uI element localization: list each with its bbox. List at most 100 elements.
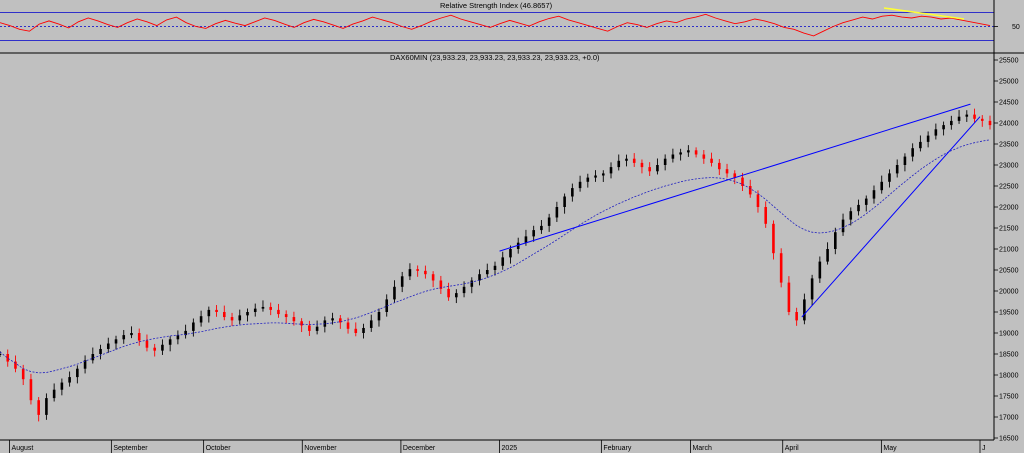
candle-body — [663, 158, 667, 165]
candle-body — [37, 400, 40, 415]
candle-body — [168, 339, 172, 345]
candle-body — [300, 321, 303, 326]
candle-body — [215, 309, 218, 312]
candle-body — [76, 368, 79, 378]
candle-body — [895, 165, 899, 174]
price-tick-label: 21500 — [999, 226, 1019, 233]
price-tick-label: 24000 — [999, 121, 1019, 128]
candle-body — [911, 148, 914, 157]
candle-body — [439, 280, 443, 289]
candle-body — [547, 217, 551, 226]
candle-body — [416, 269, 419, 271]
candle-body — [787, 282, 791, 312]
candle-body — [21, 368, 25, 380]
time-tick-label: 2025 — [502, 445, 518, 452]
candle-body — [671, 154, 675, 159]
time-tick-label: May — [883, 445, 897, 452]
candle-body — [45, 398, 48, 415]
candle-body — [230, 317, 234, 321]
candle-body — [934, 129, 938, 136]
candle-body — [555, 207, 559, 218]
candle-body — [6, 354, 10, 362]
price-tick-label: 17500 — [999, 394, 1019, 401]
candle-body — [733, 173, 737, 178]
candle-body — [130, 333, 133, 336]
candle-body — [284, 314, 288, 318]
price-tick-label: 23000 — [999, 163, 1019, 170]
price-tick-label: 16500 — [999, 436, 1019, 443]
price-tick-label: 22500 — [999, 184, 1019, 191]
candle-body — [385, 299, 389, 312]
candle-body — [942, 125, 945, 130]
candle-body — [478, 274, 481, 281]
candle-body — [470, 280, 474, 287]
time-tick-label: February — [603, 445, 632, 452]
candle-body — [926, 135, 930, 142]
candle-body — [238, 315, 242, 321]
candle-body — [903, 156, 907, 165]
time-tick-label: November — [304, 445, 337, 452]
candle-body — [810, 278, 814, 300]
price-tick-label: 19000 — [999, 331, 1019, 338]
candle-body — [849, 211, 853, 220]
candle-body — [60, 382, 64, 390]
candle-body — [578, 181, 582, 189]
candle-body — [354, 328, 358, 333]
candle-body — [803, 299, 806, 321]
candle-body — [369, 320, 373, 328]
price-tick-label: 18000 — [999, 373, 1019, 380]
candle-body — [29, 379, 33, 401]
candle-body — [687, 150, 690, 153]
price-tick-label: 18500 — [999, 352, 1019, 359]
candle-body — [601, 173, 605, 176]
candle-body — [710, 158, 713, 163]
candle-body — [83, 360, 87, 369]
candle-body — [524, 236, 528, 243]
candle-body — [137, 333, 141, 341]
trendline — [801, 116, 981, 318]
candle-body — [199, 316, 203, 323]
candle-body — [261, 306, 265, 309]
candle-body — [516, 242, 520, 249]
candle-body — [331, 318, 334, 321]
candle-body — [679, 152, 682, 155]
time-tick-label: March — [692, 445, 712, 452]
candle-body — [950, 120, 953, 126]
candle-body — [176, 335, 180, 340]
candle-body — [269, 306, 273, 310]
candle-body — [857, 204, 860, 212]
candle-body — [841, 219, 845, 233]
candle-body — [509, 249, 512, 258]
rsi-line — [0, 13, 991, 37]
candle-body — [563, 196, 566, 207]
candle-body — [973, 114, 976, 119]
candle-body — [424, 270, 427, 275]
candle-body — [702, 154, 706, 159]
price-tick-label: 23500 — [999, 142, 1019, 149]
price-tick-label: 22000 — [999, 205, 1019, 212]
candle-body — [957, 116, 961, 121]
candle-body — [656, 165, 659, 172]
candle-body — [648, 167, 651, 172]
candle-body — [617, 160, 621, 168]
candle-body — [106, 343, 110, 349]
rsi-divergence-line — [883, 7, 965, 20]
candle-body — [0, 354, 2, 355]
candle-body — [346, 322, 350, 329]
candle-body — [779, 253, 783, 283]
candle-body — [91, 354, 95, 361]
candle-body — [292, 317, 296, 322]
price-tick-label: 19500 — [999, 310, 1019, 317]
candle-body — [586, 177, 590, 182]
candle-body — [717, 162, 721, 170]
candle-body — [772, 223, 775, 254]
time-tick-label: J — [982, 445, 986, 452]
candle-body — [253, 308, 257, 312]
candle-body — [431, 274, 435, 281]
candle-body — [308, 325, 311, 331]
candle-body — [741, 177, 744, 186]
candle-body — [455, 293, 458, 298]
candle-body — [725, 169, 729, 174]
candle-body — [447, 288, 450, 298]
